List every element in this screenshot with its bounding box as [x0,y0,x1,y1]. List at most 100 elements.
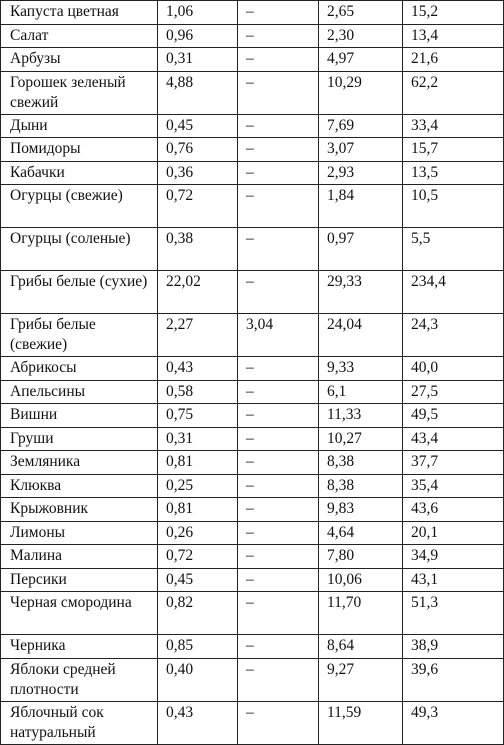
value-cell: 2,27 [157,313,238,357]
value-cell: 0,36 [157,160,238,185]
value-cell: 0,43 [157,700,238,745]
value-cell: 0,31 [157,426,238,451]
value-cell: 10,5 [402,184,504,228]
value-cell: – [237,379,319,404]
value-cell: 0,58 [157,379,238,404]
value-cell: 15,7 [402,137,504,162]
value-cell: 0,38 [157,227,238,271]
product-name: Черная смородина [0,591,158,635]
product-name: Салат [0,23,158,48]
value-cell: 4,97 [318,47,403,72]
value-cell: – [237,160,319,185]
value-cell: 29,33 [318,270,403,314]
product-name: Яблоки средней плотности [0,657,158,702]
value-cell: 49,3 [402,700,504,745]
table-row: Яблоки средней плотности 0,40–9,27 39,6 [0,657,504,702]
value-cell: 3,07 [318,137,403,162]
table-row: Крыжовник 0,81–9,83 43,6 [0,497,504,522]
value-cell: 234,4 [402,270,504,314]
value-cell: 2,65 [318,0,403,25]
product-name: Черника [0,634,158,659]
product-name: Земляника [0,450,158,475]
product-name: Малина [0,544,158,569]
value-cell: 0,85 [157,634,238,659]
value-cell: – [237,137,319,162]
value-cell: 49,5 [402,403,504,428]
value-cell: – [237,113,319,138]
value-cell: – [237,270,319,314]
table-row: Капуста цветная 1,06–2,65 15,2 [0,0,504,25]
product-name: Вишни [0,403,158,428]
value-cell: 0,72 [157,184,238,228]
value-cell: 2,30 [318,23,403,48]
value-cell: 0,72 [157,544,238,569]
value-cell: 51,3 [402,591,504,635]
value-cell: – [237,591,319,635]
table-row: Огурцы (соленые) 0,38–0,97 5,5 [0,227,504,271]
value-cell: 1,06 [157,0,238,25]
value-cell: – [237,227,319,271]
value-cell: 34,9 [402,544,504,569]
value-cell: 27,5 [402,379,504,404]
value-cell: 0,82 [157,591,238,635]
table-row: Грибы белые (свежие) 2,27 3,04 24,04 24,3 [0,313,504,357]
value-cell: – [237,473,319,498]
value-cell: – [237,356,319,381]
value-cell: – [237,0,319,25]
table-row: Салат 0,96–2,30 13,4 [0,23,504,48]
value-cell: – [237,70,319,115]
value-cell: 11,59 [318,700,403,745]
table-row: Грибы белые (сухие) 22,02–29,33 234,4 [0,270,504,314]
value-cell: 0,25 [157,473,238,498]
value-cell: 5,5 [402,227,504,271]
value-cell: 13,5 [402,160,504,185]
value-cell: – [237,700,319,745]
table-row: Лимоны 0,26–4,64 20,1 [0,520,504,545]
value-cell: 9,33 [318,356,403,381]
product-name: Дыни [0,113,158,138]
table-row: Горошек зеленый свежий 4,88–10,29 62,2 [0,70,504,115]
value-cell: – [237,497,319,522]
value-cell: 1,84 [318,184,403,228]
value-cell: 35,4 [402,473,504,498]
value-cell: – [237,634,319,659]
value-cell: 43,4 [402,426,504,451]
value-cell: 24,04 [318,313,403,357]
value-cell: 9,83 [318,497,403,522]
value-cell: – [237,544,319,569]
value-cell: 11,70 [318,591,403,635]
value-cell: 0,81 [157,450,238,475]
value-cell: – [237,184,319,228]
value-cell: – [237,403,319,428]
value-cell: – [237,47,319,72]
table-row: Огурцы (свежие) 0,72–1,84 10,5 [0,184,504,228]
value-cell: 24,3 [402,313,504,357]
value-cell: – [237,23,319,48]
value-cell: 6,1 [318,379,403,404]
product-name: Апельсины [0,379,158,404]
product-name: Абрикосы [0,356,158,381]
product-name: Кабачки [0,160,158,185]
value-cell: 62,2 [402,70,504,115]
value-cell: 0,45 [157,567,238,592]
value-cell: 0,45 [157,113,238,138]
value-cell: 43,6 [402,497,504,522]
table-row: Клюква 0,25–8,38 35,4 [0,473,504,498]
table-row: Земляника 0,81–8,38 37,7 [0,450,504,475]
value-cell: 10,29 [318,70,403,115]
product-name: Грибы белые (свежие) [0,313,158,357]
value-cell: 0,96 [157,23,238,48]
value-cell: 22,02 [157,270,238,314]
product-name: Капуста цветная [0,0,158,25]
product-name: Огурцы (свежие) [0,184,158,228]
table-row: Абрикосы 0,43–9,33 40,0 [0,356,504,381]
value-cell: 13,4 [402,23,504,48]
value-cell: 15,2 [402,0,504,25]
value-cell: 21,6 [402,47,504,72]
value-cell: 10,06 [318,567,403,592]
value-cell: 7,69 [318,113,403,138]
table-row: Яблочный сок натуральный 0,43–11,59 49,3 [0,700,504,745]
product-name: Крыжовник [0,497,158,522]
product-name: Горошек зеленый свежий [0,70,158,115]
